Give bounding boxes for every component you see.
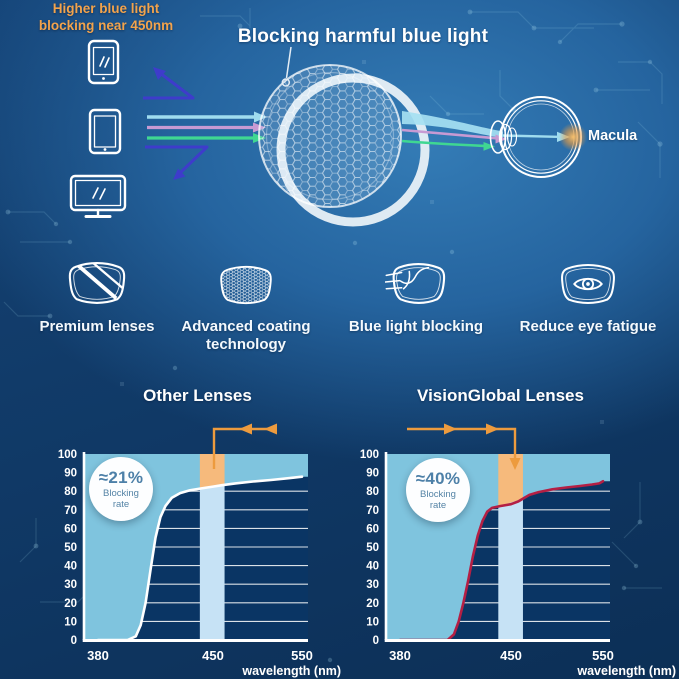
y-tick-label: 20 (366, 598, 379, 610)
x-axis-title: wavelength (nm) (241, 664, 341, 678)
right-blocking-rate-badge: ≈40% Blocking rate (406, 458, 470, 522)
x-tick-label: 550 (291, 648, 313, 663)
annotation-arrow-right (407, 423, 521, 470)
y-tick-label: 10 (366, 616, 379, 628)
x-tick-label: 380 (389, 648, 411, 663)
x-tick-label: 450 (202, 648, 224, 663)
band-450nm (199, 484, 225, 640)
band-450nm-blocking-highlight (199, 454, 225, 489)
feature-blue-light-blocking: Blue light blocking (330, 260, 502, 336)
y-tick-label: 90 (64, 468, 77, 480)
transmission-curve (398, 479, 605, 642)
annotation-line1: Higher blue light (52, 1, 160, 16)
y-tick-label: 40 (64, 561, 77, 573)
macula-glow (559, 123, 587, 151)
y-tick-label: 30 (366, 579, 379, 591)
eye-diagram (489, 96, 587, 178)
y-tick-label: 30 (64, 579, 77, 591)
lens-stripes-icon (68, 262, 126, 304)
smartphone-icon (87, 39, 120, 85)
lens-eye-icon (561, 263, 615, 305)
blocking-rate-value: ≈21% (98, 468, 144, 487)
y-tick-label: 0 (71, 635, 77, 647)
x-tick-label: 450 (500, 648, 522, 663)
cornea (489, 120, 507, 154)
hero-title: Blocking harmful blue light (237, 26, 489, 47)
incoming-light-rays (147, 111, 267, 143)
y-tick-label: 80 (366, 486, 379, 498)
blocking-rate-label: Blocking rate (103, 488, 139, 510)
band-450nm-blocking-highlight (498, 454, 523, 507)
transmission-curve (96, 475, 304, 642)
band-450nm (498, 498, 523, 640)
lens-diagram (258, 64, 430, 227)
lens-coating-pattern (259, 65, 401, 207)
y-tick-label: 70 (366, 505, 379, 517)
reflected-blue-arrows (143, 67, 209, 180)
macula-label: Macula (588, 128, 638, 144)
left-chart-title: Other Lenses (143, 386, 252, 405)
y-tick-label: 50 (64, 542, 77, 554)
title-leader-line (281, 46, 292, 87)
y-tick-label: 20 (64, 598, 77, 610)
right-chart-title: VisionGlobal Lenses (417, 386, 584, 405)
y-tick-label: 60 (366, 523, 379, 535)
tablet-icon (88, 108, 122, 155)
blue-light-annotation: Higher blue light blocking near 450nm (0, 0, 212, 34)
feature-label: Reduce eye fatigue (519, 318, 657, 335)
feature-advanced-coating: Advanced coating technology (168, 260, 324, 354)
annotation-arrow-left (212, 423, 277, 469)
x-tick-label: 550 (592, 648, 614, 663)
x-tick-label: 380 (87, 648, 109, 663)
left-blocking-rate-badge: ≈21% Blocking rate (89, 457, 153, 521)
y-tick-label: 90 (366, 468, 379, 480)
monitor-icon (69, 174, 127, 218)
x-axis-title: wavelength (nm) (576, 664, 676, 678)
feature-reduce-eye-fatigue: Reduce eye fatigue (502, 260, 674, 336)
feature-premium-lenses: Premium lenses (16, 260, 178, 336)
y-tick-label: 80 (64, 486, 77, 498)
y-tick-label: 60 (64, 523, 77, 535)
annotation-line2: blocking near 450nm (38, 18, 174, 33)
feature-label: Blue light blocking (348, 318, 484, 335)
y-tick-label: 40 (366, 561, 379, 573)
blocking-rate-value: ≈40% (415, 469, 461, 488)
y-tick-label: 50 (366, 542, 379, 554)
y-tick-label: 70 (64, 505, 77, 517)
feature-label: Advanced coating technology (181, 318, 311, 353)
y-tick-label: 10 (64, 616, 77, 628)
y-tick-label: 100 (360, 449, 379, 461)
feature-label: Premium lenses (39, 318, 155, 335)
lens-honeycomb-icon (220, 265, 272, 305)
lens-rays-icon (385, 263, 446, 304)
y-tick-label: 0 (373, 635, 379, 647)
y-tick-label: 100 (58, 449, 77, 461)
blocking-rate-label: Blocking rate (420, 489, 456, 511)
